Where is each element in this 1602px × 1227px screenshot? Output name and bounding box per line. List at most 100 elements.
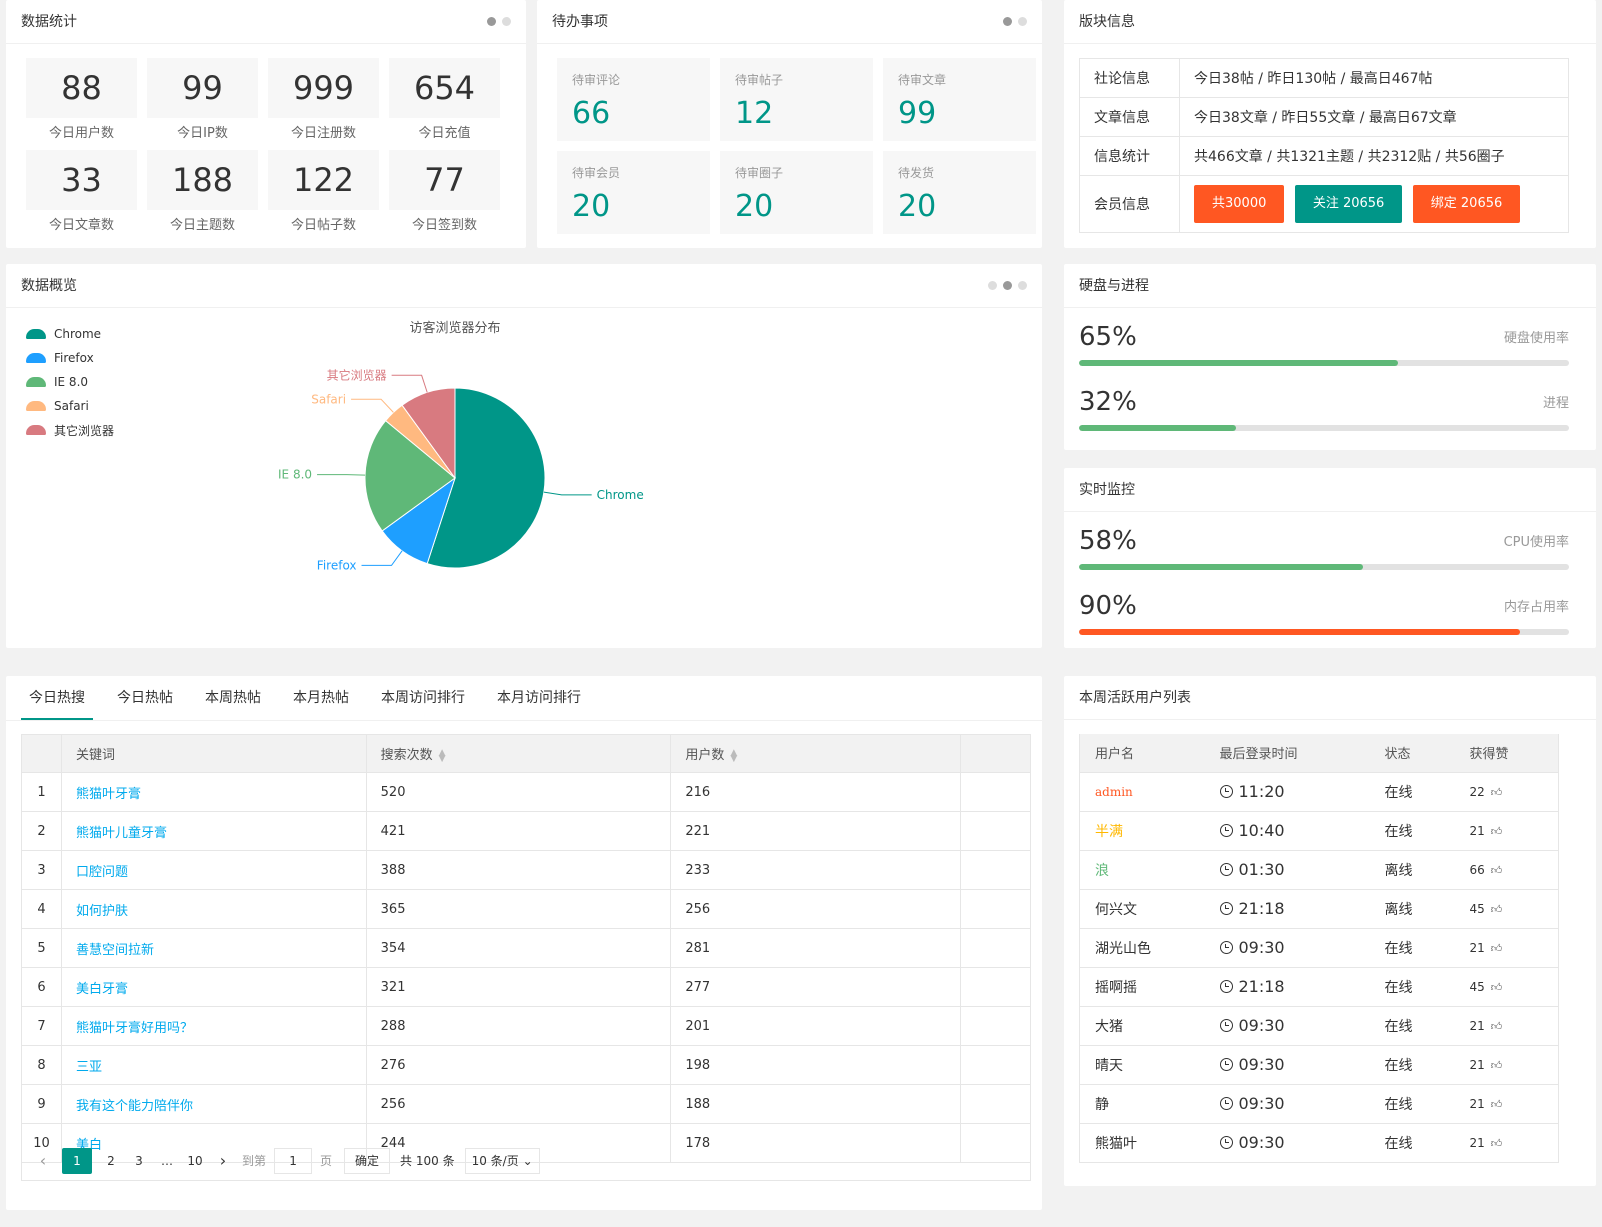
username[interactable]: 摇啊摇 xyxy=(1095,979,1137,996)
username[interactable]: 静 xyxy=(1095,1096,1109,1113)
goto-confirm-button[interactable]: 确定 xyxy=(344,1147,391,1174)
search-count-cell: 365 xyxy=(365,889,672,929)
thumbs-up-icon[interactable]: 👍︎ xyxy=(1490,941,1503,955)
table-row: 静 09:30 在线 21 👍︎ xyxy=(1079,1084,1559,1124)
clock-icon xyxy=(1219,1136,1233,1149)
tab-5[interactable]: 本周访问排行 xyxy=(381,690,465,706)
label-leader-line xyxy=(351,398,394,413)
carousel-dot[interactable] xyxy=(1003,17,1012,26)
page-button[interactable]: 3 xyxy=(135,1153,143,1168)
legend-item[interactable]: Chrome xyxy=(26,322,114,346)
last-login-cell: 09:30 xyxy=(1204,1006,1370,1046)
username[interactable]: 湖光山色 xyxy=(1095,940,1151,957)
count-header[interactable]: 搜索次数 ▲ ▼ xyxy=(365,734,672,773)
tab-1[interactable]: 今日热搜 xyxy=(21,676,93,720)
users-header[interactable]: 用户数 ▲ ▼ xyxy=(670,734,962,773)
carousel-dot[interactable] xyxy=(988,281,997,290)
clock-icon xyxy=(1219,902,1233,915)
page-ellipsis: … xyxy=(161,1153,173,1168)
search-count-cell: 354 xyxy=(365,928,672,968)
keyword-link[interactable]: 熊猫叶儿童牙膏 xyxy=(75,825,167,841)
keyword-cell: 美白 xyxy=(60,1123,367,1163)
thumbs-up-icon[interactable]: 👍︎ xyxy=(1490,1097,1503,1111)
todo-item[interactable]: 待审圈子 20 xyxy=(720,151,873,234)
sort-icon[interactable]: ▲ ▼ xyxy=(730,747,738,764)
page-size-select[interactable]: 10 条/页 ⌄ xyxy=(464,1147,540,1174)
username[interactable]: 晴天 xyxy=(1095,1057,1123,1074)
legend-item[interactable]: Firefox xyxy=(26,346,114,370)
goto-page-input[interactable]: 1 xyxy=(274,1147,313,1174)
todo-item[interactable]: 待审会员 20 xyxy=(557,151,710,234)
keyword-link[interactable]: 我有这个能力陪伴你 xyxy=(75,1098,193,1114)
tab-2[interactable]: 今日热帖 xyxy=(117,690,173,706)
user-count-cell: 221 xyxy=(670,811,962,851)
member-total-button[interactable]: 共30000 xyxy=(1194,185,1285,223)
keyword-link[interactable]: 熊猫叶牙膏 xyxy=(75,786,141,802)
carousel-dot[interactable] xyxy=(1018,281,1027,290)
keyword-link[interactable]: 美白牙膏 xyxy=(75,981,128,997)
member-buttons: 共30000 关注 20656 绑定 20656 xyxy=(1179,175,1569,233)
page-button[interactable]: 10 xyxy=(187,1153,203,1168)
last-login-cell: 21:18 xyxy=(1204,967,1370,1007)
thumbs-up-icon[interactable]: 👍︎ xyxy=(1490,902,1503,916)
username[interactable]: 大猪 xyxy=(1095,1018,1123,1035)
username[interactable]: 何兴文 xyxy=(1095,901,1137,918)
thumbs-up-icon[interactable]: 👍︎ xyxy=(1490,824,1503,838)
thumbs-up-icon[interactable]: 👍︎ xyxy=(1490,863,1503,877)
carousel-dot[interactable] xyxy=(1018,17,1027,26)
todo-item[interactable]: 待发货 20 xyxy=(883,151,1036,234)
thumbs-up-icon[interactable]: 👍︎ xyxy=(1490,785,1503,799)
memory-progress: 90% 内存占用率 xyxy=(1079,585,1569,635)
keyword-link[interactable]: 口腔问题 xyxy=(75,864,128,880)
pie-slice[interactable] xyxy=(426,387,546,569)
thumbs-up-icon[interactable]: 👍︎ xyxy=(1490,1058,1503,1072)
username[interactable]: 熊猫叶 xyxy=(1095,1135,1137,1152)
keyword-link[interactable]: 三亚 xyxy=(75,1059,102,1075)
clock-icon xyxy=(1219,980,1233,993)
member-follow-button[interactable]: 关注 20656 xyxy=(1294,185,1403,223)
username[interactable]: 浪 xyxy=(1095,862,1109,879)
likes-cell: 21 👍︎ xyxy=(1454,928,1559,968)
username-cell: 浪 xyxy=(1079,850,1205,890)
keyword-link[interactable]: 熊猫叶牙膏好用吗？ xyxy=(75,1020,193,1036)
progress-percent: 58% xyxy=(1079,526,1137,556)
carousel-dot[interactable] xyxy=(487,17,496,26)
todo-label: 待审圈子 xyxy=(735,166,784,180)
keyword-link[interactable]: 如何护肤 xyxy=(75,903,128,919)
todo-item[interactable]: 待审评论 66 xyxy=(557,58,710,141)
prev-page-icon[interactable]: ‹ xyxy=(39,1151,47,1170)
carousel-dot[interactable] xyxy=(1003,281,1012,290)
tab-6[interactable]: 本月访问排行 xyxy=(497,690,581,706)
username[interactable]: 半满 xyxy=(1095,823,1123,840)
last-login-cell: 09:30 xyxy=(1204,928,1370,968)
next-page-icon[interactable]: › xyxy=(219,1151,227,1170)
legend-item[interactable]: 其它浏览器 xyxy=(26,418,114,442)
stat-label: 今日主题数 xyxy=(169,218,235,233)
carousel-indicator xyxy=(988,281,1027,290)
likes-cell: 21 👍︎ xyxy=(1454,1123,1559,1163)
last-login-cell: 01:30 xyxy=(1204,850,1370,890)
column-label: 用户数 xyxy=(685,748,725,763)
sort-icon[interactable]: ▲ ▼ xyxy=(438,747,446,764)
page-button[interactable]: 2 xyxy=(107,1153,115,1168)
legend-item[interactable]: IE 8.0 xyxy=(26,370,114,394)
keyword-link[interactable]: 善慧空间拉新 xyxy=(75,942,154,958)
tab-3[interactable]: 本周热帖 xyxy=(205,690,261,706)
row-index: 9 xyxy=(21,1084,62,1124)
legend-item[interactable]: Safari xyxy=(26,394,114,418)
page-button[interactable]: 1 xyxy=(62,1147,92,1174)
status-cell: 在线 xyxy=(1369,1045,1455,1085)
thumbs-up-icon[interactable]: 👍︎ xyxy=(1490,980,1503,994)
member-bind-button[interactable]: 绑定 20656 xyxy=(1412,185,1521,223)
todo-item[interactable]: 待审帖子 12 xyxy=(720,58,873,141)
table-row: 6 美白牙膏 321 277 xyxy=(21,967,1031,1007)
carousel-dot[interactable] xyxy=(502,17,511,26)
todo-label: 待审评论 xyxy=(572,73,621,87)
table-row: 3 口腔问题 388 233 xyxy=(21,850,1031,890)
username[interactable]: admin xyxy=(1095,784,1133,799)
todo-item[interactable]: 待审文章 99 xyxy=(883,58,1036,141)
thumbs-up-icon[interactable]: 👍︎ xyxy=(1490,1019,1503,1033)
progress-fill xyxy=(1079,564,1364,570)
thumbs-up-icon[interactable]: 👍︎ xyxy=(1490,1136,1503,1150)
tab-4[interactable]: 本月热帖 xyxy=(293,690,349,706)
